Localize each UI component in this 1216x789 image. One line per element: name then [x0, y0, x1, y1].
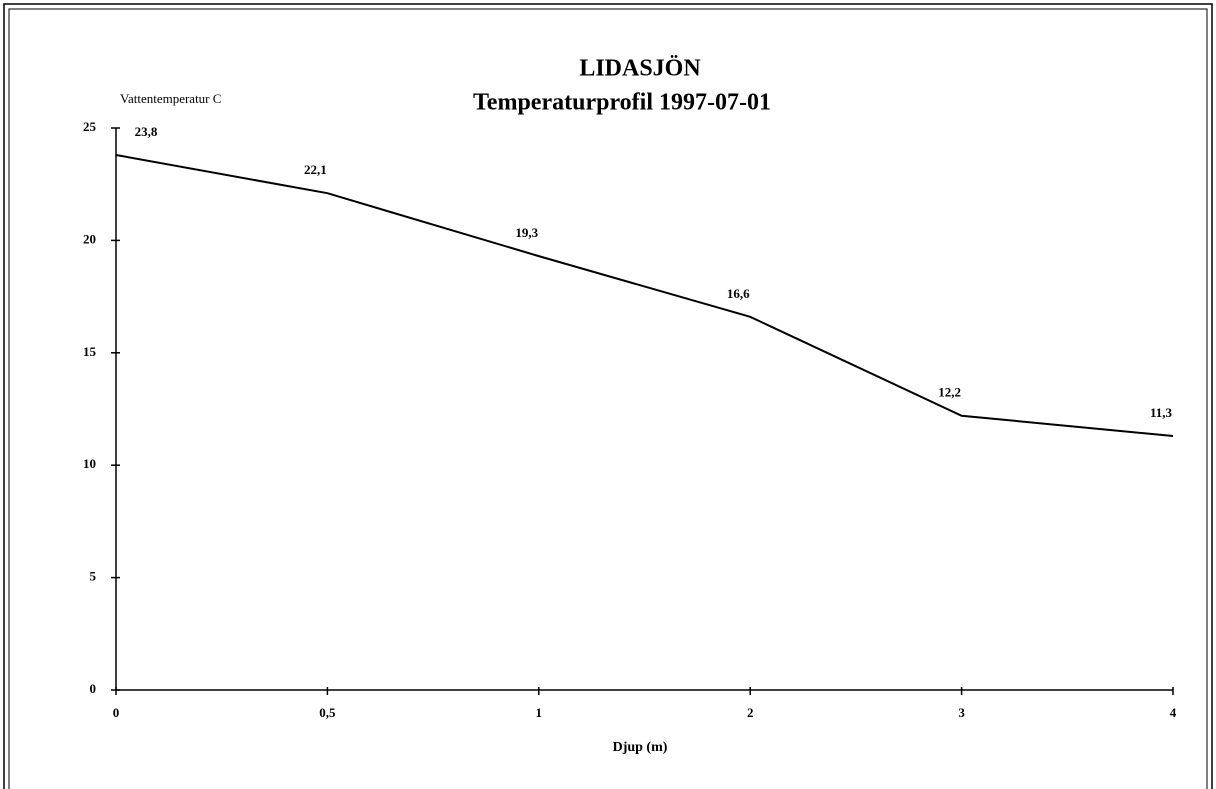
y-tick-label: 20	[83, 231, 96, 246]
data-label: 22,1	[304, 162, 327, 177]
y-tick-label: 10	[83, 456, 96, 471]
x-tick-label: 0	[113, 705, 120, 720]
data-line	[115, 153, 1174, 437]
y-tick-label: 0	[90, 681, 97, 696]
chart-subtitle: Temperaturprofil 1997-07-01	[473, 90, 771, 116]
x-tick-label: 1	[536, 705, 543, 720]
x-tick-label: 3	[958, 705, 965, 720]
y-tick-label: 15	[83, 344, 97, 359]
y-axis-label: Vattentemperatur C	[120, 91, 221, 106]
data-label: 11,3	[1150, 405, 1173, 420]
frame-outer	[3, 3, 1213, 789]
x-tick-label: 2	[747, 705, 754, 720]
x-tick-label: 0,5	[319, 705, 336, 720]
x-tick-label: 4	[1170, 705, 1177, 720]
frame-inner	[8, 8, 1208, 789]
chart-title: LIDASJÖN	[579, 56, 701, 82]
data-label: 16,6	[727, 286, 750, 301]
data-label: 12,2	[938, 385, 961, 400]
data-label: 19,3	[515, 225, 538, 240]
data-label: 23,8	[135, 124, 158, 139]
y-tick-label: 25	[83, 119, 97, 134]
x-axis-label: Djup (m)	[613, 740, 668, 755]
y-tick-label: 5	[90, 569, 97, 584]
